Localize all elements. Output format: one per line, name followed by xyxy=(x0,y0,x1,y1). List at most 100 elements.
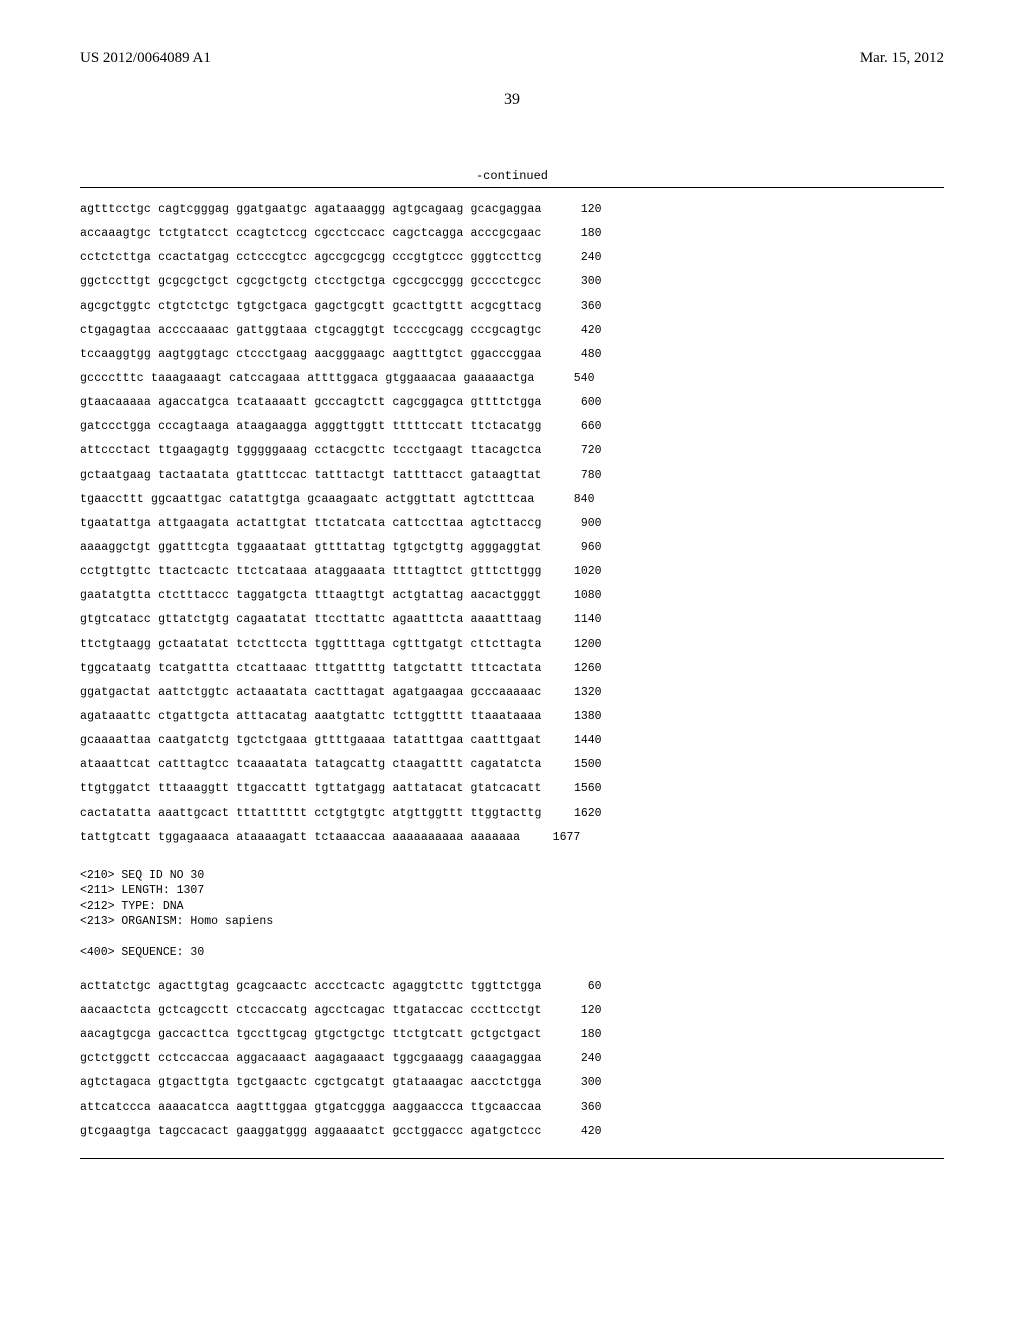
sequence-groups: attcatccca aaaacatcca aagtttggaa gtgatcg… xyxy=(80,1096,542,1120)
sequence-position: 1380 xyxy=(562,705,602,729)
sequence-position: 360 xyxy=(562,1096,602,1120)
sequence-position: 900 xyxy=(562,512,602,536)
sequence-position: 1020 xyxy=(562,560,602,584)
sequence-line: tgaatattga attgaagata actattgtat ttctatc… xyxy=(80,512,944,536)
sequence-line: ttctgtaagg gctaatatat tctcttccta tggtttt… xyxy=(80,633,944,657)
sequence-line: gatccctgga cccagtaaga ataagaagga agggttg… xyxy=(80,415,944,439)
sequence-position: 540 xyxy=(554,367,594,391)
sequence-position: 120 xyxy=(562,198,602,222)
sequence-block-2: acttatctgc agacttgtag gcagcaactc accctca… xyxy=(80,975,944,1144)
sequence-groups: gctaatgaag tactaatata gtatttccac tatttac… xyxy=(80,464,542,488)
sequence-line: gtcgaagtga tagccacact gaaggatggg aggaaaa… xyxy=(80,1120,944,1144)
continued-label: -continued xyxy=(80,169,944,183)
sequence-groups: gatccctgga cccagtaaga ataagaagga agggttg… xyxy=(80,415,542,439)
sequence-groups: gcccctttc taaagaaagt catccagaaa attttgga… xyxy=(80,367,534,391)
sequence-line: gcccctttc taaagaaagt catccagaaa attttgga… xyxy=(80,367,944,391)
sequence-position: 1560 xyxy=(562,777,602,801)
sequence-line: aacaactcta gctcagcctt ctccaccatg agcctca… xyxy=(80,999,944,1023)
sequence-line: attccctact ttgaagagtg tgggggaaag cctacgc… xyxy=(80,439,944,463)
sequence-groups: tgaaccttt ggcaattgac catattgtga gcaaagaa… xyxy=(80,488,534,512)
sequence-groups: ataaattcat catttagtcc tcaaaatata tatagca… xyxy=(80,753,542,777)
sequence-groups: agtctagaca gtgacttgta tgctgaactc cgctgca… xyxy=(80,1071,542,1095)
sequence-line: ggctccttgt gcgcgctgct cgcgctgctg ctcctgc… xyxy=(80,270,944,294)
sequence-line: agcgctggtc ctgtctctgc tgtgctgaca gagctgc… xyxy=(80,295,944,319)
sequence-groups: tgaatattga attgaagata actattgtat ttctatc… xyxy=(80,512,542,536)
sequence-line: accaaagtgc tctgtatcct ccagtctccg cgcctcc… xyxy=(80,222,944,246)
sequence-line: gtgtcatacc gttatctgtg cagaatatat ttcctta… xyxy=(80,608,944,632)
sequence-groups: ttctgtaagg gctaatatat tctcttccta tggtttt… xyxy=(80,633,542,657)
sequence-metadata: <210> SEQ ID NO 30 <211> LENGTH: 1307 <2… xyxy=(80,868,944,961)
sequence-position: 480 xyxy=(562,343,602,367)
sequence-groups: attccctact ttgaagagtg tgggggaaag cctacgc… xyxy=(80,439,542,463)
sequence-line: agataaattc ctgattgcta atttacatag aaatgta… xyxy=(80,705,944,729)
sequence-position: 420 xyxy=(562,1120,602,1144)
sequence-line: ataaattcat catttagtcc tcaaaatata tatagca… xyxy=(80,753,944,777)
sequence-groups: cactatatta aaattgcact tttatttttt cctgtgt… xyxy=(80,802,542,826)
sequence-groups: gaatatgtta ctctttaccc taggatgcta tttaagt… xyxy=(80,584,542,608)
sequence-groups: ctgagagtaa accccaaaac gattggtaaa ctgcagg… xyxy=(80,319,542,343)
sequence-line: ggatgactat aattctggtc actaaatata cacttta… xyxy=(80,681,944,705)
sequence-line: ttgtggatct tttaaaggtt ttgaccattt tgttatg… xyxy=(80,777,944,801)
sequence-position: 360 xyxy=(562,295,602,319)
sequence-line: gtaacaaaaa agaccatgca tcataaaatt gcccagt… xyxy=(80,391,944,415)
sequence-line: agtctagaca gtgacttgta tgctgaactc cgctgca… xyxy=(80,1071,944,1095)
sequence-groups: acttatctgc agacttgtag gcagcaactc accctca… xyxy=(80,975,542,999)
page-number: 39 xyxy=(80,91,944,109)
sequence-line: cactatatta aaattgcact tttatttttt cctgtgt… xyxy=(80,802,944,826)
sequence-line: ctgagagtaa accccaaaac gattggtaaa ctgcagg… xyxy=(80,319,944,343)
sequence-position: 1080 xyxy=(562,584,602,608)
sequence-position: 300 xyxy=(562,1071,602,1095)
sequence-position: 1260 xyxy=(562,657,602,681)
sequence-groups: gtaacaaaaa agaccatgca tcataaaatt gcccagt… xyxy=(80,391,542,415)
sequence-line: gctctggctt cctccaccaa aggacaaact aagagaa… xyxy=(80,1047,944,1071)
sequence-groups: gtcgaagtga tagccacact gaaggatggg aggaaaa… xyxy=(80,1120,542,1144)
sequence-groups: gcaaaattaa caatgatctg tgctctgaaa gttttga… xyxy=(80,729,542,753)
sequence-position: 1200 xyxy=(562,633,602,657)
sequence-position: 660 xyxy=(562,415,602,439)
sequence-position: 180 xyxy=(562,1023,602,1047)
sequence-groups: aacagtgcga gaccacttca tgccttgcag gtgctgc… xyxy=(80,1023,542,1047)
sequence-block-1: agtttcctgc cagtcgggag ggatgaatgc agataaa… xyxy=(80,198,944,850)
sequence-position: 1677 xyxy=(540,826,580,850)
sequence-position: 840 xyxy=(554,488,594,512)
sequence-groups: aacaactcta gctcagcctt ctccaccatg agcctca… xyxy=(80,999,542,1023)
sequence-line: aaaaggctgt ggatttcgta tggaaataat gttttat… xyxy=(80,536,944,560)
sequence-groups: ggctccttgt gcgcgctgct cgcgctgctg ctcctgc… xyxy=(80,270,542,294)
sequence-position: 1440 xyxy=(562,729,602,753)
sequence-line: attcatccca aaaacatcca aagtttggaa gtgatcg… xyxy=(80,1096,944,1120)
sequence-groups: ttgtggatct tttaaaggtt ttgaccattt tgttatg… xyxy=(80,777,542,801)
sequence-position: 240 xyxy=(562,1047,602,1071)
sequence-position: 720 xyxy=(562,439,602,463)
sequence-groups: tattgtcatt tggagaaaca ataaaagatt tctaaac… xyxy=(80,826,520,850)
sequence-line: acttatctgc agacttgtag gcagcaactc accctca… xyxy=(80,975,944,999)
sequence-groups: cctctcttga ccactatgag cctcccgtcc agccgcg… xyxy=(80,246,542,270)
sequence-position: 780 xyxy=(562,464,602,488)
sequence-position: 420 xyxy=(562,319,602,343)
sequence-groups: aaaaggctgt ggatttcgta tggaaataat gttttat… xyxy=(80,536,542,560)
sequence-line: aacagtgcga gaccacttca tgccttgcag gtgctgc… xyxy=(80,1023,944,1047)
sequence-line: cctctcttga ccactatgag cctcccgtcc agccgcg… xyxy=(80,246,944,270)
sequence-groups: cctgttgttc ttactcactc ttctcataaa ataggaa… xyxy=(80,560,542,584)
sequence-position: 300 xyxy=(562,270,602,294)
bottom-rule xyxy=(80,1158,944,1159)
sequence-line: cctgttgttc ttactcactc ttctcataaa ataggaa… xyxy=(80,560,944,584)
sequence-position: 600 xyxy=(562,391,602,415)
sequence-line: tccaaggtgg aagtggtagc ctccctgaag aacggga… xyxy=(80,343,944,367)
sequence-groups: gctctggctt cctccaccaa aggacaaact aagagaa… xyxy=(80,1047,542,1071)
sequence-groups: agataaattc ctgattgcta atttacatag aaatgta… xyxy=(80,705,542,729)
sequence-groups: agcgctggtc ctgtctctgc tgtgctgaca gagctgc… xyxy=(80,295,542,319)
publication-date: Mar. 15, 2012 xyxy=(860,50,944,67)
sequence-position: 1140 xyxy=(562,608,602,632)
sequence-position: 120 xyxy=(562,999,602,1023)
sequence-groups: gtgtcatacc gttatctgtg cagaatatat ttcctta… xyxy=(80,608,542,632)
sequence-groups: accaaagtgc tctgtatcct ccagtctccg cgcctcc… xyxy=(80,222,542,246)
sequence-line: agtttcctgc cagtcgggag ggatgaatgc agataaa… xyxy=(80,198,944,222)
sequence-line: gctaatgaag tactaatata gtatttccac tatttac… xyxy=(80,464,944,488)
top-rule xyxy=(80,187,944,188)
sequence-position: 60 xyxy=(562,975,602,999)
sequence-position: 960 xyxy=(562,536,602,560)
sequence-line: tggcataatg tcatgattta ctcattaaac tttgatt… xyxy=(80,657,944,681)
sequence-groups: ggatgactat aattctggtc actaaatata cacttta… xyxy=(80,681,542,705)
sequence-line: tattgtcatt tggagaaaca ataaaagatt tctaaac… xyxy=(80,826,944,850)
sequence-position: 1620 xyxy=(562,802,602,826)
